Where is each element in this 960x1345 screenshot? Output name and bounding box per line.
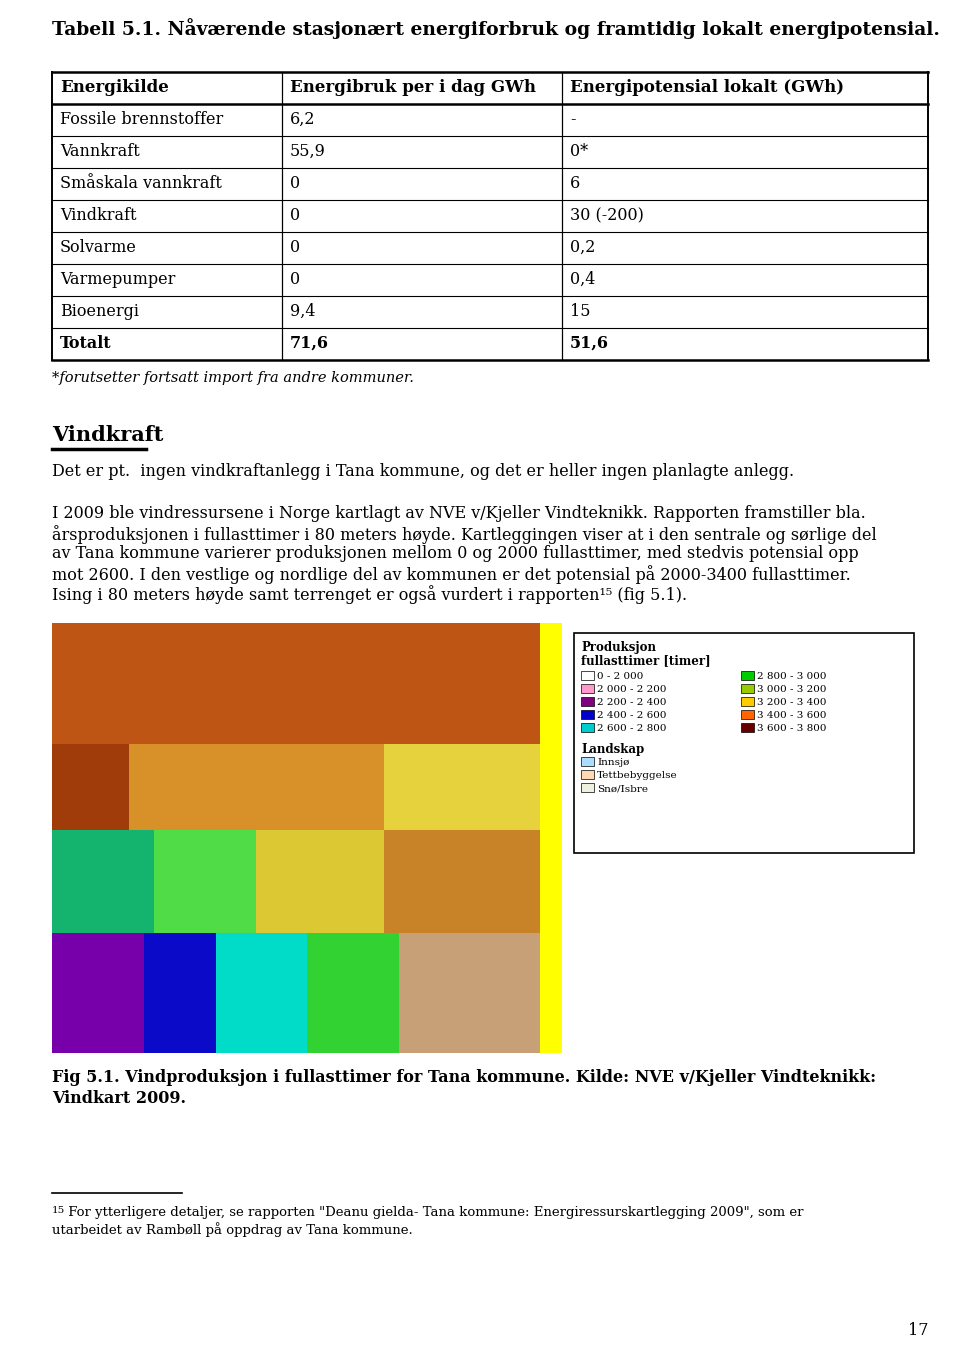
- Bar: [581, 724, 594, 732]
- Text: *forutsetter fortsatt import fra andre kommuner.: *forutsetter fortsatt import fra andre k…: [52, 371, 414, 385]
- Text: Produksjon: Produksjon: [581, 642, 656, 654]
- Text: 0: 0: [290, 270, 300, 288]
- Text: 3 000 - 3 200: 3 000 - 3 200: [757, 685, 827, 694]
- Text: 0*: 0*: [570, 143, 588, 160]
- Text: 71,6: 71,6: [290, 335, 329, 352]
- Bar: [581, 697, 594, 706]
- Text: 6,2: 6,2: [290, 112, 316, 128]
- Text: 2 200 - 2 400: 2 200 - 2 400: [597, 698, 666, 707]
- Text: Tabell 5.1. Nåværende stasjonært energiforbruk og framtidig lokalt energipotensi: Tabell 5.1. Nåværende stasjonært energif…: [52, 17, 940, 39]
- Text: 0,2: 0,2: [570, 239, 595, 256]
- Text: Ising i 80 meters høyde samt terrenget er også vurdert i rapporten¹⁵ (fig 5.1).: Ising i 80 meters høyde samt terrenget e…: [52, 585, 687, 604]
- Text: fullasttimer [timer]: fullasttimer [timer]: [581, 654, 710, 667]
- Text: 51,6: 51,6: [570, 335, 609, 352]
- Text: Tettbebyggelse: Tettbebyggelse: [597, 771, 678, 780]
- Text: -: -: [570, 112, 575, 128]
- Text: 9,4: 9,4: [290, 303, 316, 320]
- Text: Småskala vannkraft: Småskala vannkraft: [60, 175, 222, 192]
- Text: 2 400 - 2 600: 2 400 - 2 600: [597, 712, 666, 720]
- Bar: [741, 671, 754, 681]
- Text: Vindkraft: Vindkraft: [52, 425, 163, 445]
- Text: Vannkraft: Vannkraft: [60, 143, 140, 160]
- Bar: [581, 783, 594, 792]
- Text: 0 - 2 000: 0 - 2 000: [597, 672, 643, 681]
- Text: årsproduksjonen i fullasttimer i 80 meters høyde. Kartleggingen viser at i den s: årsproduksjonen i fullasttimer i 80 mete…: [52, 525, 876, 543]
- Text: mot 2600. I den vestlige og nordlige del av kommunen er det potensial på 2000-34: mot 2600. I den vestlige og nordlige del…: [52, 565, 851, 584]
- Text: 3 600 - 3 800: 3 600 - 3 800: [757, 724, 827, 733]
- Bar: [581, 710, 594, 720]
- Text: Energibruk per i dag GWh: Energibruk per i dag GWh: [290, 79, 536, 95]
- Text: 3 400 - 3 600: 3 400 - 3 600: [757, 712, 827, 720]
- Text: 2 000 - 2 200: 2 000 - 2 200: [597, 685, 666, 694]
- Bar: [581, 769, 594, 779]
- Text: Vindkart 2009.: Vindkart 2009.: [52, 1089, 186, 1107]
- Bar: [52, 73, 928, 360]
- Bar: [581, 685, 594, 693]
- Text: 17: 17: [907, 1322, 928, 1340]
- Text: 55,9: 55,9: [290, 143, 325, 160]
- Text: Fossile brennstoffer: Fossile brennstoffer: [60, 112, 224, 128]
- Text: Energipotensial lokalt (GWh): Energipotensial lokalt (GWh): [570, 79, 844, 95]
- Text: 30 (-200): 30 (-200): [570, 207, 644, 225]
- Bar: [574, 633, 914, 853]
- Text: 15: 15: [570, 303, 590, 320]
- Bar: [741, 685, 754, 693]
- Bar: [741, 697, 754, 706]
- Text: Varmepumper: Varmepumper: [60, 270, 176, 288]
- Text: Det er pt.  ingen vindkraftanlegg i Tana kommune, og det er heller ingen planlag: Det er pt. ingen vindkraftanlegg i Tana …: [52, 463, 794, 480]
- Text: Vindkraft: Vindkraft: [60, 207, 136, 225]
- Text: utarbeidet av Rambøll på oppdrag av Tana kommune.: utarbeidet av Rambøll på oppdrag av Tana…: [52, 1223, 413, 1237]
- Text: 2 800 - 3 000: 2 800 - 3 000: [757, 672, 827, 681]
- Bar: [741, 710, 754, 720]
- Text: 0: 0: [290, 175, 300, 192]
- Text: 15: 15: [52, 1206, 65, 1215]
- Text: I 2009 ble vindressursene i Norge kartlagt av NVE v/Kjeller Vindteknikk. Rapport: I 2009 ble vindressursene i Norge kartla…: [52, 504, 866, 522]
- Text: Totalt: Totalt: [60, 335, 111, 352]
- Text: 2 600 - 2 800: 2 600 - 2 800: [597, 724, 666, 733]
- Text: Energikilde: Energikilde: [60, 79, 169, 95]
- Text: Solvarme: Solvarme: [60, 239, 137, 256]
- Text: 0,4: 0,4: [570, 270, 595, 288]
- Text: 6: 6: [570, 175, 580, 192]
- Bar: [741, 724, 754, 732]
- Bar: [581, 671, 594, 681]
- Text: 0: 0: [290, 207, 300, 225]
- Text: For ytterligere detaljer, se rapporten "Deanu gielda- Tana kommune: Energiressur: For ytterligere detaljer, se rapporten "…: [64, 1206, 804, 1219]
- Bar: [581, 757, 594, 767]
- Text: av Tana kommune varierer produksjonen mellom 0 og 2000 fullasttimer, med stedvis: av Tana kommune varierer produksjonen me…: [52, 545, 858, 562]
- Text: 3 200 - 3 400: 3 200 - 3 400: [757, 698, 827, 707]
- Text: Landskap: Landskap: [581, 742, 644, 756]
- Text: 0: 0: [290, 239, 300, 256]
- Text: Fig 5.1. Vindproduksjon i fullasttimer for Tana kommune. Kilde: NVE v/Kjeller Vi: Fig 5.1. Vindproduksjon i fullasttimer f…: [52, 1069, 876, 1085]
- Text: Innsjø: Innsjø: [597, 759, 630, 767]
- Text: Snø/Isbre: Snø/Isbre: [597, 784, 648, 794]
- Text: Bioenergi: Bioenergi: [60, 303, 139, 320]
